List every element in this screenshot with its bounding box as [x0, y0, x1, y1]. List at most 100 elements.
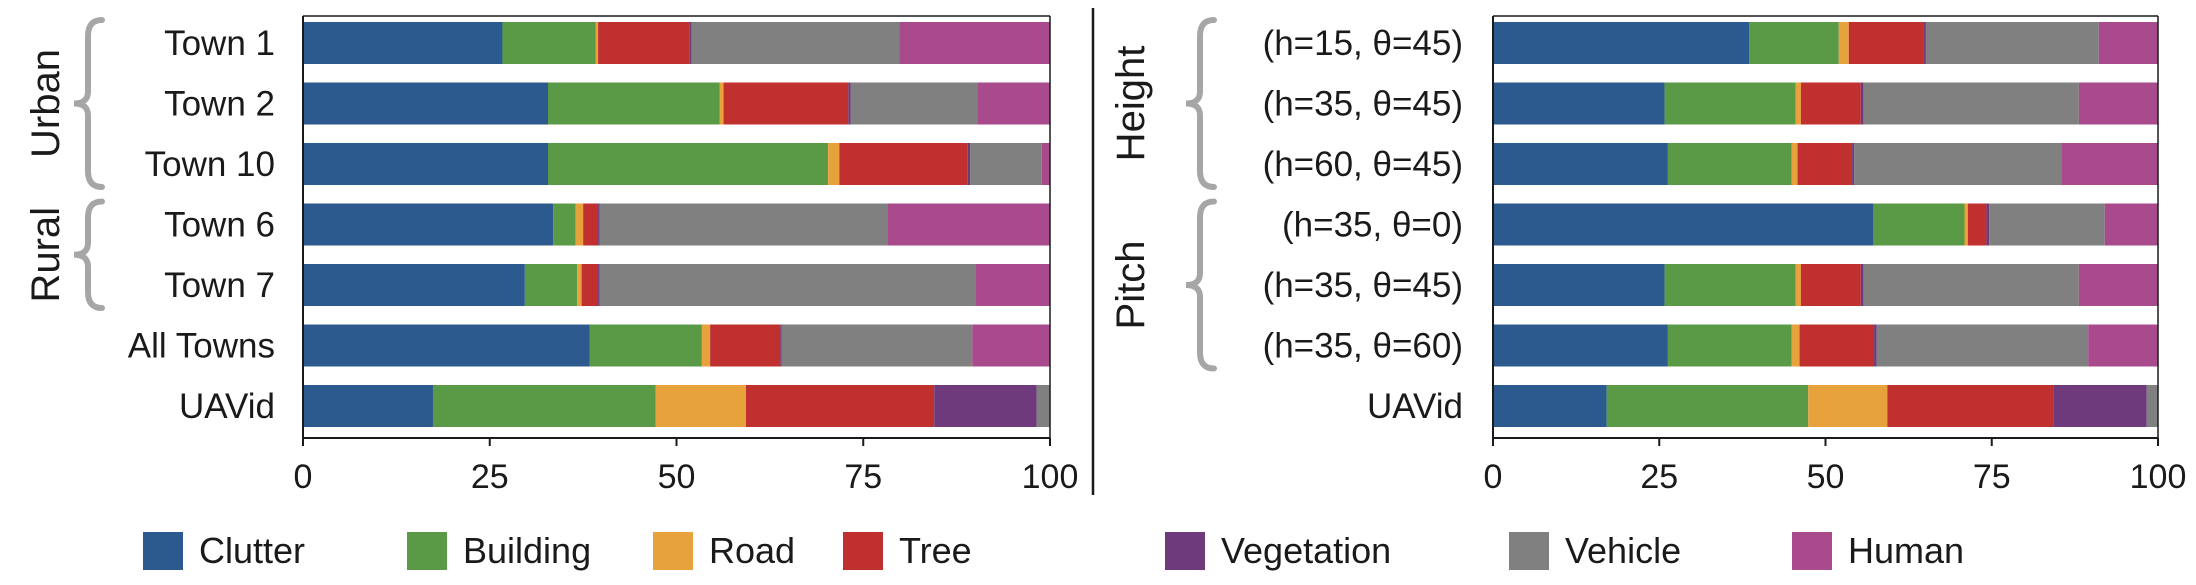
- row-label: Town 2: [164, 85, 275, 124]
- legend-label-building: Building: [463, 530, 591, 571]
- legend-swatch-road: [653, 532, 693, 570]
- bar-road-h-60-45: [1791, 143, 1798, 185]
- bar-road-uavid: [655, 385, 746, 427]
- bar-road-town-1: [595, 22, 599, 64]
- bar-human-h-35-45: [2078, 264, 2158, 306]
- bar-building-uavid: [432, 385, 656, 427]
- bar-vegetation-uavid: [934, 385, 1037, 427]
- bar-clutter-uavid: [303, 385, 433, 427]
- bar-building-h-35-60: [1667, 324, 1792, 367]
- row-label: (h=35, θ=60): [1263, 327, 1463, 366]
- bar-vegetation-town-7: [598, 264, 600, 306]
- bar-clutter-h-35-45: [1493, 82, 1665, 125]
- legend-label-road: Road: [709, 530, 795, 571]
- bar-tree-h-35-60: [1799, 324, 1875, 367]
- bar-vehicle-h-35-45: [1863, 264, 2079, 306]
- bar-vegetation-town-2: [848, 82, 851, 125]
- legend-swatch-clutter: [143, 532, 183, 570]
- bar-building-uavid: [1606, 385, 1809, 427]
- bar-clutter-all-towns: [303, 324, 590, 367]
- bar-building-h-60-45: [1667, 143, 1792, 185]
- bar-tree-all-towns: [710, 324, 781, 367]
- row-label: (h=35, θ=45): [1263, 266, 1463, 305]
- bar-human-h-60-45: [2061, 143, 2158, 185]
- legend-label-clutter: Clutter: [199, 530, 305, 571]
- bar-vegetation-town-6: [598, 203, 600, 246]
- legend-label-human: Human: [1848, 530, 1964, 571]
- row-label: All Towns: [128, 327, 275, 366]
- bar-tree-h-35-45: [1800, 264, 1861, 306]
- row-label: (h=15, θ=45): [1263, 24, 1463, 63]
- bar-road-h-35-0: [1964, 203, 1968, 246]
- bar-clutter-town-2: [303, 82, 549, 125]
- bar-vehicle-uavid: [1036, 385, 1050, 427]
- bar-vegetation-h-60-45: [1852, 143, 1855, 185]
- bar-building-town-7: [524, 264, 578, 306]
- bar-tree-h-15-45: [1848, 22, 1924, 64]
- bar-road-h-35-45: [1795, 82, 1801, 125]
- bar-clutter-h-35-60: [1493, 324, 1668, 367]
- x-tick-label: 50: [1807, 458, 1845, 496]
- x-tick-label: 50: [658, 458, 696, 496]
- bar-vegetation-town-1: [689, 22, 692, 64]
- bar-human-h-35-0: [2104, 203, 2158, 246]
- x-tick-label: 75: [1973, 458, 2011, 496]
- bar-tree-h-35-0: [1967, 203, 1987, 246]
- bar-building-h-35-45: [1664, 264, 1796, 306]
- bar-tree-town-2: [723, 82, 849, 125]
- row-label: Town 6: [164, 206, 275, 245]
- bar-vegetation-h-35-60: [1874, 324, 1877, 367]
- bar-road-h-35-45: [1795, 264, 1801, 306]
- bar-human-h-35-60: [2088, 324, 2158, 367]
- row-label: Town 10: [145, 145, 275, 184]
- legend-label-vegetation: Vegetation: [1221, 530, 1391, 571]
- bar-vehicle-uavid: [2146, 385, 2158, 427]
- bar-tree-h-60-45: [1797, 143, 1853, 185]
- legend: Clutter Building Road Tree Vegetation Vehicle…: [143, 530, 1964, 571]
- bar-road-town-7: [577, 264, 582, 306]
- bar-human-town-2: [977, 82, 1050, 125]
- bar-vegetation-all-towns: [780, 324, 782, 367]
- group-brace-pitch: [1185, 198, 1217, 372]
- bar-vegetation-h-35-45: [1860, 264, 1864, 306]
- bar-vehicle-town-7: [599, 264, 976, 306]
- bar-tree-h-35-45: [1800, 82, 1861, 125]
- row-label: Town 1: [164, 24, 275, 63]
- row-label: UAVid: [179, 387, 275, 426]
- bar-clutter-town-7: [303, 264, 525, 306]
- bar-vegetation-town-10: [967, 143, 971, 185]
- bar-vehicle-town-1: [691, 22, 900, 64]
- bar-vehicle-h-35-60: [1876, 324, 2089, 367]
- bar-road-town-10: [828, 143, 840, 185]
- bar-building-h-35-45: [1664, 82, 1796, 125]
- bar-clutter-h-15-45: [1493, 22, 1750, 64]
- bar-vegetation-uavid: [2053, 385, 2147, 427]
- x-tick-label: 0: [294, 458, 313, 496]
- group-label: Rural: [24, 207, 68, 303]
- bar-vehicle-town-2: [850, 82, 978, 125]
- group-brace-urban: [73, 17, 105, 190]
- group-label: Urban: [24, 49, 68, 158]
- legend-swatch-building: [407, 532, 447, 570]
- group-brace-rural: [73, 198, 105, 311]
- bar-vehicle-all-towns: [781, 324, 973, 367]
- x-tick-label: 100: [1022, 458, 1079, 496]
- bar-clutter-town-10: [303, 143, 549, 185]
- bar-building-town-1: [502, 22, 596, 64]
- chart-panel-1: Town 1 Town 2 Town 10 Town 6 Town 7 All Towns…: [24, 15, 1079, 496]
- bar-human-town-1: [899, 22, 1050, 64]
- bar-building-town-10: [548, 143, 829, 185]
- bar-vehicle-town-6: [599, 203, 888, 246]
- legend-swatch-vegetation: [1165, 532, 1205, 570]
- bar-tree-town-1: [598, 22, 690, 64]
- bar-clutter-h-35-0: [1493, 203, 1874, 246]
- bar-human-town-10: [1041, 143, 1050, 185]
- bar-human-h-35-45: [2078, 82, 2158, 125]
- bar-tree-uavid: [1887, 385, 2054, 427]
- row-label: (h=35, θ=45): [1263, 85, 1463, 124]
- bar-human-town-6: [887, 203, 1050, 246]
- legend-swatch-human: [1792, 532, 1832, 570]
- bar-clutter-uavid: [1493, 385, 1607, 427]
- bar-vehicle-h-15-45: [1925, 22, 2099, 64]
